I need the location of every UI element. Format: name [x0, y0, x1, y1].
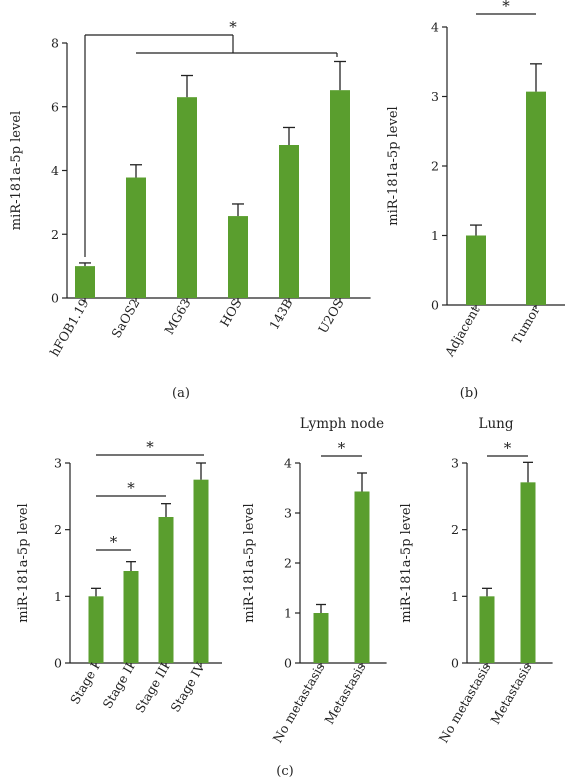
- x-tick-label: HOS: [217, 296, 245, 329]
- y-axis-label: miR-181a-5p level: [386, 106, 401, 225]
- x-tick-label: Stage IV: [167, 659, 208, 714]
- chart-panel-c3: 0 1 2 3 miR-181a-5p level No metastasisMetast…: [399, 439, 553, 745]
- x-tick-label: Metastasis: [487, 660, 534, 727]
- bar: [228, 216, 248, 298]
- y-tick-label: 8: [51, 36, 59, 51]
- y-tick-label: 3: [54, 456, 62, 471]
- chart-panel-c2: 0 1 2 3 4 miR-181a-5p level No metastasisMetas…: [242, 439, 387, 745]
- bar: [158, 517, 174, 663]
- y-tick-label: 1: [54, 589, 62, 604]
- y-axis-label: miR-181a-5p level: [399, 503, 414, 622]
- y-axis-label: miR-181a-5p level: [16, 503, 31, 622]
- panel-label-c: (c): [276, 764, 293, 779]
- significance-star: *: [504, 439, 512, 457]
- significance-star: *: [127, 479, 135, 497]
- y-tick-label: 6: [51, 99, 59, 114]
- bar: [75, 266, 95, 298]
- x-tick-label: No metastasis: [436, 660, 494, 745]
- x-tick-label: Adjacent: [441, 303, 482, 360]
- y-tick-label: 2: [284, 556, 292, 571]
- bar: [354, 491, 370, 663]
- lymph-node-title: Lymph node: [300, 416, 384, 432]
- x-tick-label: Tumor: [509, 303, 543, 347]
- bar: [313, 613, 329, 663]
- significance-star: *: [110, 533, 118, 551]
- x-tick-label: SaOS2: [108, 296, 142, 341]
- bar: [479, 596, 495, 663]
- significance-star: *: [229, 18, 237, 36]
- x-tick-label: Stage II: [99, 660, 137, 711]
- y-axis-label: miR-181a-5p level: [9, 111, 24, 230]
- x-tick-label: MG63: [161, 296, 193, 337]
- significance-star: *: [338, 439, 346, 457]
- x-tick-label: U2OS: [315, 296, 347, 336]
- bar: [123, 571, 139, 663]
- significance-star: *: [146, 438, 154, 456]
- y-tick-label: 2: [54, 522, 62, 537]
- y-tick-label: 2: [431, 159, 439, 174]
- bar: [177, 97, 197, 298]
- x-tick-label: Metastasis: [321, 660, 368, 727]
- bar: [330, 90, 350, 298]
- y-tick-label: 0: [431, 298, 439, 313]
- y-tick-label: 0: [54, 656, 62, 671]
- y-tick-label: 4: [284, 456, 292, 471]
- panel-label-b: (b): [460, 386, 478, 401]
- y-tick-label: 4: [431, 20, 439, 35]
- y-tick-label: 4: [51, 163, 59, 178]
- lung-title: Lung: [479, 416, 514, 432]
- bar: [466, 235, 486, 305]
- y-axis-label: miR-181a-5p level: [242, 503, 257, 622]
- y-tick-label: 2: [451, 522, 459, 537]
- bar: [279, 145, 299, 298]
- y-tick-label: 1: [284, 606, 292, 621]
- chart-panel-b: 0 1 2 3 4 miR-181a-5p level Adjacent Tumor *: [386, 0, 565, 360]
- significance-star: *: [502, 0, 510, 15]
- y-tick-label: 1: [431, 228, 439, 243]
- bar: [526, 91, 546, 305]
- y-tick-label: 0: [284, 656, 292, 671]
- y-tick-label: 0: [451, 656, 459, 671]
- bar: [193, 479, 209, 663]
- y-tick-label: 2: [51, 227, 59, 242]
- y-tick-label: 1: [451, 589, 459, 604]
- y-tick-label: 3: [284, 506, 292, 521]
- y-tick-label: 0: [51, 291, 59, 306]
- y-tick-label: 3: [451, 456, 459, 471]
- panel-label-a: (a): [172, 386, 190, 401]
- x-tick-label: No metastasis: [270, 660, 328, 745]
- bar: [88, 596, 104, 663]
- bar: [520, 482, 536, 663]
- bar: [126, 177, 146, 298]
- x-tick-label: Stage I: [67, 660, 103, 707]
- x-tick-label: 143B: [266, 296, 296, 332]
- y-tick-label: 3: [431, 89, 439, 104]
